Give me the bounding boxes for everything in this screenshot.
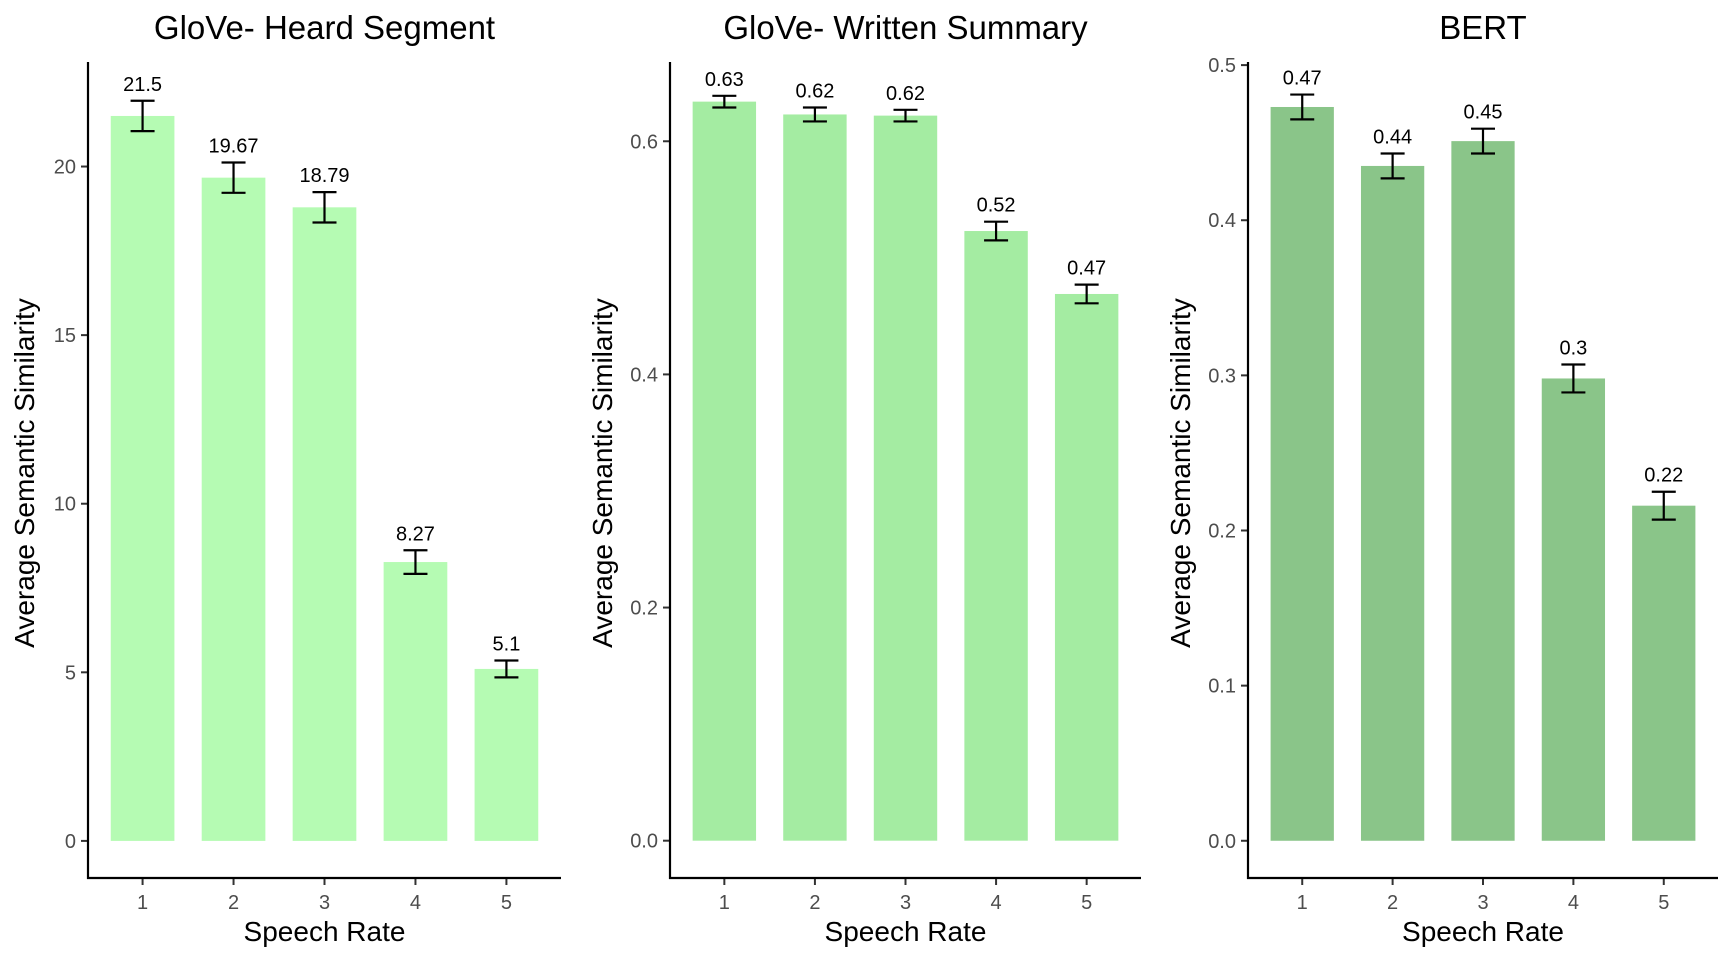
y-tick-label: 0.5 (1208, 55, 1236, 77)
chart-title: BERT (1439, 9, 1526, 46)
data-label: 5.1 (493, 634, 521, 656)
bar (110, 115, 175, 841)
x-tick-label: 1 (1297, 892, 1308, 914)
x-tick-label: 3 (319, 892, 330, 914)
y-tick-label: 5 (65, 662, 76, 684)
y-axis-label: Average Semantic Similarity (9, 298, 40, 648)
bar (783, 114, 847, 841)
error-bar (1074, 283, 1099, 305)
y-tick-label: 0 (65, 831, 76, 853)
error-bar (984, 220, 1009, 242)
error-bar (893, 108, 918, 123)
data-label: 0.47 (1067, 258, 1106, 280)
bar (1541, 378, 1606, 841)
y-tick-label: 0.2 (630, 598, 658, 620)
error-bar (1651, 490, 1676, 521)
panel-glove-written-summary: GloVe- Written Summary Speech Rate Avera… (587, 9, 1141, 947)
data-label: 0.44 (1373, 127, 1412, 149)
error-bar (1471, 127, 1495, 155)
y-tick-label: 20 (54, 157, 76, 179)
chart-title: GloVe- Written Summary (723, 9, 1088, 46)
bar (474, 668, 539, 841)
error-bar (1380, 152, 1405, 180)
y-tick-label: 0.4 (1208, 210, 1236, 232)
error-bar (130, 99, 155, 133)
data-label: 0.22 (1644, 465, 1683, 487)
bar (1360, 165, 1425, 841)
error-bar (1561, 363, 1586, 394)
error-bar (802, 106, 827, 123)
bar (964, 231, 1028, 841)
error-bar (712, 94, 737, 109)
bar (292, 207, 357, 841)
y-tick-label: 0.4 (630, 364, 658, 386)
y-tick-label: 15 (54, 325, 76, 347)
y-tick-label: 10 (54, 494, 76, 516)
y-tick-label: 0.6 (630, 131, 658, 153)
x-tick-label: 2 (1387, 892, 1398, 914)
x-tick-label: 5 (1081, 892, 1092, 914)
bar (873, 115, 938, 841)
data-label: 19.67 (209, 135, 259, 157)
x-tick-label: 5 (1658, 892, 1669, 914)
x-axis-label: Speech Rate (1402, 916, 1564, 947)
panel-bert: BERT Speech Rate Average Semantic Simila… (1165, 9, 1718, 947)
x-tick-label: 4 (991, 892, 1002, 914)
y-tick-label: 0.0 (630, 831, 658, 853)
bar (692, 101, 757, 841)
x-tick-label: 3 (900, 892, 911, 914)
data-label: 18.79 (299, 165, 349, 187)
y-tick-label: 0.3 (1208, 365, 1236, 387)
bar (1054, 293, 1119, 841)
data-label: 8.27 (396, 523, 435, 545)
y-axis-label: Average Semantic Similarity (1165, 298, 1196, 648)
chart-title: GloVe- Heard Segment (154, 9, 495, 46)
bar (1451, 141, 1515, 841)
x-tick-label: 1 (137, 892, 148, 914)
data-label: 0.45 (1464, 102, 1503, 124)
bar (1270, 106, 1334, 841)
error-bar (1290, 93, 1315, 121)
error-bar (494, 659, 519, 679)
panel-glove-heard-segment: GloVe- Heard Segment Speech Rate Average… (9, 9, 561, 947)
y-tick-label: 0.1 (1208, 676, 1236, 698)
x-axis-label: Speech Rate (825, 916, 987, 947)
data-label: 0.47 (1283, 68, 1322, 90)
data-label: 0.62 (886, 83, 925, 105)
bar (201, 177, 266, 841)
error-bar (403, 549, 428, 575)
x-tick-label: 2 (809, 892, 820, 914)
data-label: 0.52 (977, 195, 1016, 217)
x-axis-label: Speech Rate (244, 916, 406, 947)
x-tick-label: 4 (1568, 892, 1579, 914)
data-label: 0.63 (705, 69, 744, 91)
error-bar (312, 191, 337, 224)
y-tick-label: 0.2 (1208, 521, 1236, 543)
bar (383, 562, 448, 841)
data-label: 21.5 (123, 74, 162, 96)
data-label: 0.62 (795, 80, 834, 102)
data-label: 0.3 (1559, 338, 1587, 360)
x-tick-label: 1 (719, 892, 730, 914)
x-tick-label: 4 (410, 892, 421, 914)
y-tick-label: 0.0 (1208, 831, 1236, 853)
y-axis-label: Average Semantic Similarity (587, 298, 618, 648)
x-tick-label: 2 (228, 892, 239, 914)
bar (1632, 505, 1696, 841)
x-tick-label: 5 (501, 892, 512, 914)
error-bar (221, 161, 246, 194)
x-tick-label: 3 (1477, 892, 1488, 914)
